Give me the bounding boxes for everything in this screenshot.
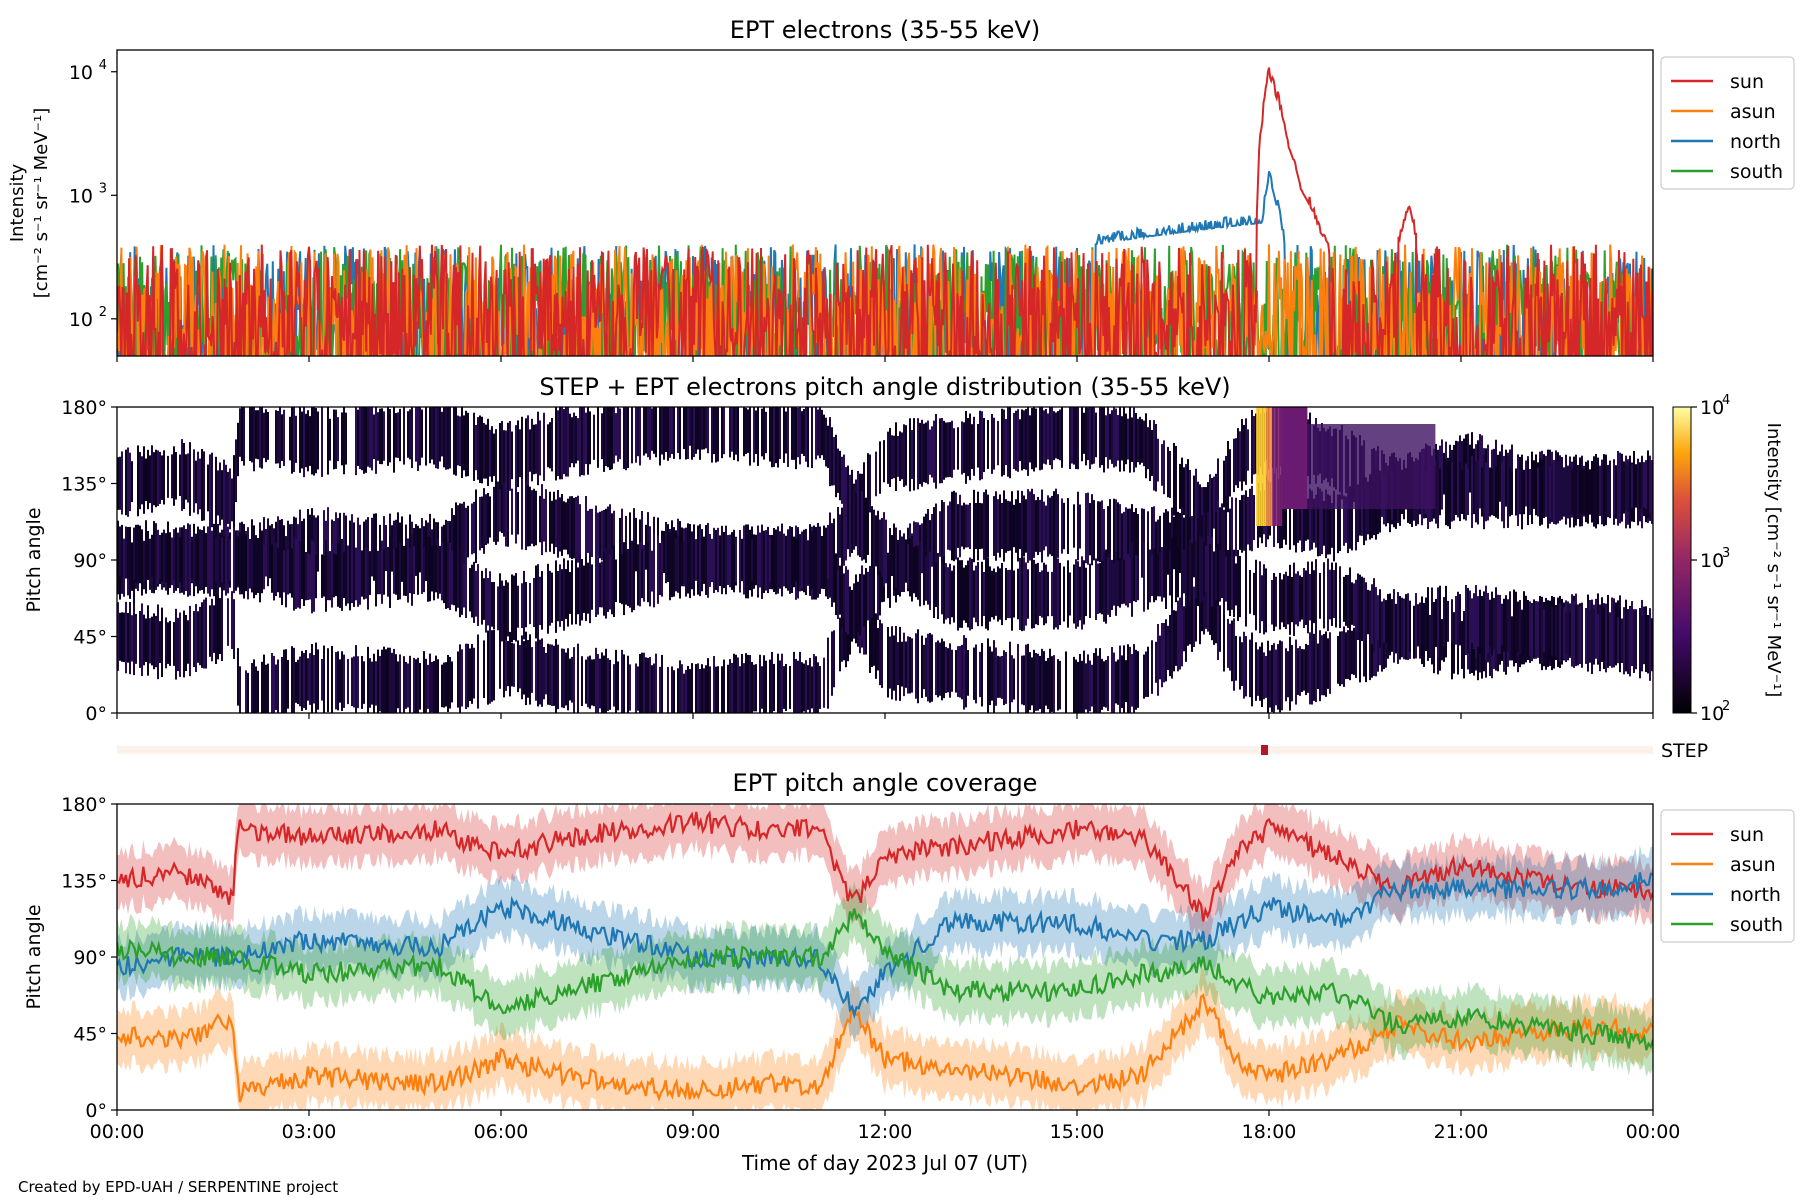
panel2-y-ticks: 0° 45° 90° 135° 180° — [61, 397, 117, 725]
panel3-y-ticks: 0° 45° 90° 135° 180° — [61, 794, 117, 1122]
legend-asun-label: asun — [1730, 854, 1776, 876]
y-tick-label: 10 — [69, 309, 93, 331]
credit-text: Created by EPD-UAH / SERPENTINE project — [18, 1178, 339, 1196]
panel2-ylabel: Pitch angle — [23, 507, 45, 612]
y-tick-label: 10 — [69, 62, 93, 84]
x-tick-label: 09:00 — [666, 1121, 721, 1143]
colorbar-tick-exponent: 3 — [1722, 546, 1730, 561]
panel1-title: EPT electrons (35-55 keV) — [730, 16, 1040, 44]
legend-box — [1660, 56, 1795, 190]
legend-asun-label: asun — [1730, 101, 1776, 123]
legend-sun-label: sun — [1730, 824, 1764, 846]
y-tick-exponent: 3 — [99, 181, 107, 196]
y-tick-exponent: 2 — [99, 305, 107, 320]
x-tick-label: 21:00 — [1434, 1121, 1489, 1143]
y-tick-label: 180° — [61, 397, 107, 419]
panel1-ylabel-line1: Intensity — [7, 163, 28, 242]
panel3-legend: sun asun north south — [1660, 809, 1795, 943]
y-tick-label: 135° — [61, 871, 107, 893]
panel3-title: EPT pitch angle coverage — [733, 769, 1038, 797]
panel2-x-ticks — [116, 713, 1654, 719]
panel1-legend: sun asun north south — [1660, 56, 1795, 190]
step-strip — [117, 746, 1653, 754]
colorbar-label: Intensity [cm⁻² s⁻¹ sr⁻¹ MeV⁻¹] — [1763, 423, 1784, 698]
x-tick-label: 15:00 — [1050, 1121, 1105, 1143]
legend-north-label: north — [1730, 131, 1781, 153]
panel3-x-ticks: 00:00 03:00 06:00 09:00 12:00 15:00 18:00 21:00… — [90, 1110, 1681, 1143]
series-sun-band — [117, 804, 1653, 949]
x-tick-label: 00:00 — [1626, 1121, 1681, 1143]
colorbar-tick-exponent: 4 — [1722, 393, 1730, 408]
y-tick-label: 180° — [61, 794, 107, 816]
y-tick-label: 10 — [69, 185, 93, 207]
y-tick-label: 45° — [73, 627, 107, 649]
colorbar-tick-label: 10 — [1700, 703, 1724, 725]
panel1-x-ticks — [116, 356, 1654, 362]
x-tick-label: 03:00 — [282, 1121, 337, 1143]
colorbar-tick-exponent: 2 — [1722, 699, 1730, 714]
colorbar-tick-label: 10 — [1700, 550, 1724, 572]
y-tick-label: 90° — [73, 550, 107, 572]
y-tick-label: 90° — [73, 947, 107, 969]
panel3-ylabel: Pitch angle — [23, 904, 45, 1009]
series-asun-line — [117, 993, 1653, 1103]
series-north-line — [117, 872, 1653, 1020]
legend-north-label: north — [1730, 884, 1781, 906]
panel1-plot — [117, 67, 1653, 356]
panel3-plot — [117, 804, 1653, 1110]
x-tick-label: 06:00 — [474, 1121, 529, 1143]
series-north-band — [117, 845, 1653, 1043]
colorbar-tick-label: 10 — [1700, 397, 1724, 419]
series-sun-line — [117, 67, 1653, 356]
y-tick-label: 135° — [61, 474, 107, 496]
panel2-heatmap — [117, 407, 1653, 713]
y-tick-label: 0° — [85, 703, 107, 725]
y-tick-label: 45° — [73, 1024, 107, 1046]
step-label: STEP — [1661, 740, 1708, 762]
panel2-title: STEP + EPT electrons pitch angle distrib… — [539, 373, 1230, 401]
legend-south-label: south — [1730, 914, 1783, 936]
series-south-band — [117, 881, 1653, 1078]
legend-south-label: south — [1730, 161, 1783, 183]
panel1-y-ticks: 10 2 10 3 10 4 — [69, 58, 117, 331]
legend-sun-label: sun — [1730, 71, 1764, 93]
x-tick-label: 12:00 — [858, 1121, 913, 1143]
step-marker — [1261, 745, 1268, 755]
y-tick-label: 0° — [85, 1100, 107, 1122]
x-tick-label: 18:00 — [1242, 1121, 1297, 1143]
series-south-line — [117, 908, 1653, 1051]
x-tick-label: 00:00 — [90, 1121, 145, 1143]
x-axis-label: Time of day 2023 Jul 07 (UT) — [741, 1151, 1028, 1175]
colorbar — [1672, 406, 1692, 714]
y-tick-exponent: 4 — [99, 58, 107, 73]
panel1-ylabel-line2: [cm⁻² s⁻¹ sr⁻¹ MeV⁻¹] — [31, 108, 52, 299]
legend-box — [1660, 809, 1795, 943]
